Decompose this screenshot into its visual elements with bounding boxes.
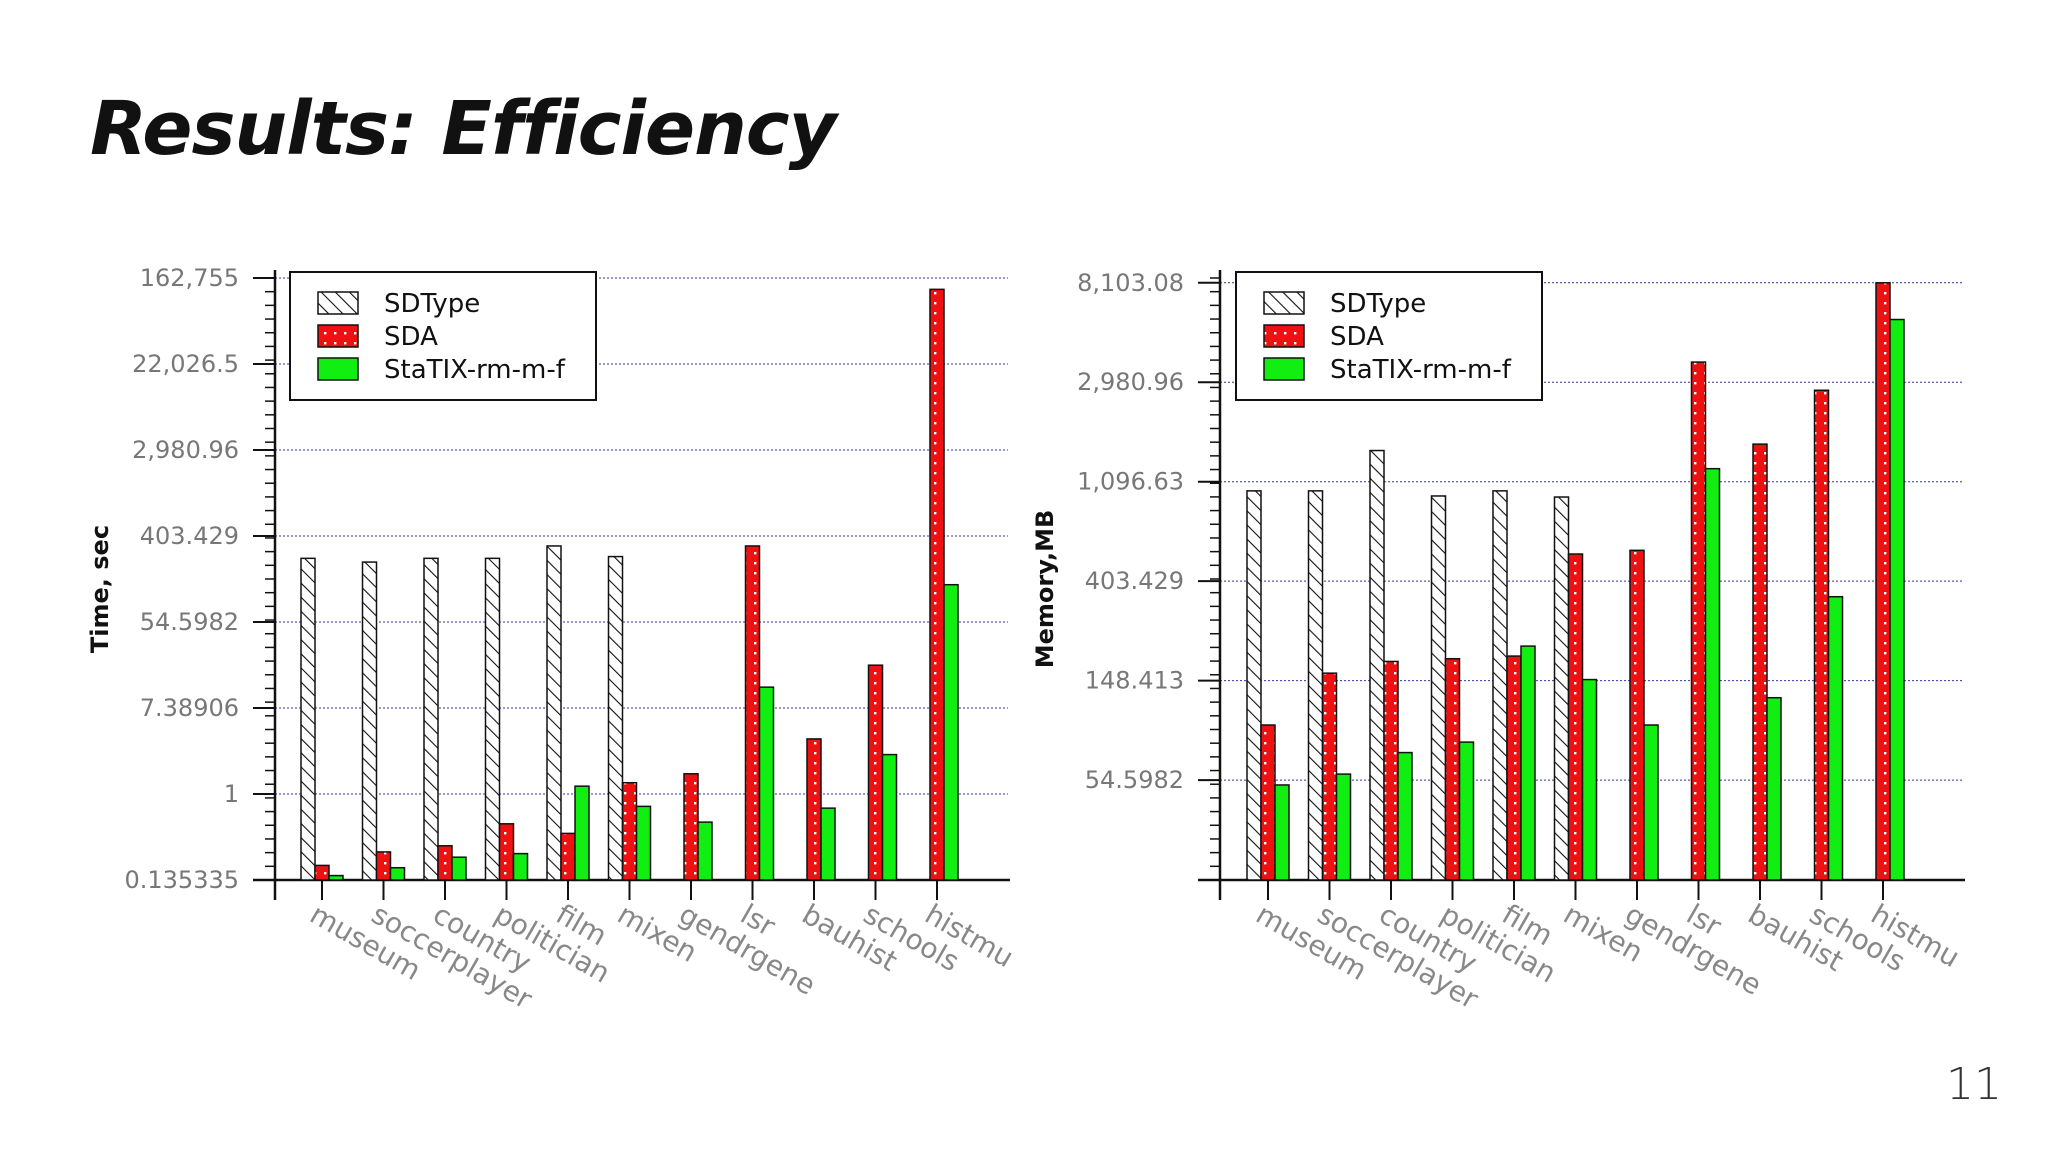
bar-sda-gendrgene	[683, 773, 699, 881]
bar-statix-rm-m-f-schools	[881, 753, 898, 881]
y-tick-label: 148.413	[1085, 667, 1184, 695]
bar-sdtype-museum	[1246, 490, 1262, 881]
y-tick-label: 1	[224, 780, 239, 808]
y-tick-label: 7.38906	[140, 694, 239, 722]
y-tick-label: 0.135335	[124, 866, 239, 894]
legend-swatch-statix-rm-m-f	[1263, 357, 1305, 381]
bar-statix-rm-m-f-soccerplayer	[389, 866, 406, 881]
bar-sdtype-mixen	[1553, 496, 1570, 881]
bar-sda-lsr	[744, 545, 761, 881]
legend-swatch-sdtype	[317, 291, 359, 315]
slide-title: Results: Efficiency	[90, 86, 837, 172]
y-tick-label: 2,980.96	[132, 436, 239, 464]
bar-sda-histmu	[1875, 282, 1891, 881]
legend-label-sdtype: SDType	[1330, 289, 1426, 319]
bar-statix-rm-m-f-histmu	[943, 583, 959, 881]
bar-sda-schools	[1813, 389, 1830, 881]
memory-chart: 54.5982 148.413 403.429 1,096.63 2,980.96 8,1…	[1031, 269, 1965, 1016]
bar-statix-rm-m-f-country	[1397, 751, 1413, 881]
legend-swatch-statix-rm-m-f	[317, 357, 359, 381]
bar-statix-rm-m-f-gendrgene	[697, 821, 713, 881]
bar-sda-museum	[314, 864, 330, 881]
bar-statix-rm-m-f-bauhist	[1766, 696, 1782, 881]
bar-statix-rm-m-f-politician	[512, 852, 529, 881]
legend-label-sda: SDA	[384, 322, 438, 352]
y-axis-title: Time, sec	[86, 525, 114, 653]
bar-statix-rm-m-f-country	[451, 856, 467, 881]
y-tick-label: 2,980.96	[1077, 368, 1184, 396]
bar-sda-country	[1383, 660, 1399, 881]
bar-statix-rm-m-f-film	[574, 785, 590, 881]
y-tick-label: 8,103.08	[1077, 269, 1184, 297]
y-tick-label: 54.5982	[1085, 766, 1184, 794]
bar-sda-gendrgene	[1629, 549, 1645, 881]
bar-sda-soccerplayer	[1321, 672, 1338, 881]
bar-sdtype-film	[546, 545, 562, 881]
bar-statix-rm-m-f-mixen	[1581, 678, 1598, 881]
y-tick-label: 162,755	[140, 264, 239, 292]
bar-sdtype-politician	[484, 557, 501, 881]
y-tick-label: 54.5982	[140, 608, 239, 636]
bar-sda-mixen	[1567, 553, 1584, 881]
bar-sda-schools	[867, 664, 884, 881]
bar-sdtype-country	[423, 557, 439, 881]
bar-sda-country	[437, 845, 453, 881]
bar-statix-rm-m-f-schools	[1827, 595, 1844, 881]
bar-sdtype-politician	[1430, 495, 1447, 881]
bar-statix-rm-m-f-lsr	[1704, 467, 1721, 881]
bar-sda-histmu	[929, 288, 945, 881]
bar-sda-film	[560, 832, 576, 881]
bar-sda-bauhist	[806, 738, 822, 881]
legend-swatch-sda	[1263, 324, 1305, 348]
y-tick-label: 22,026.5	[132, 350, 239, 378]
bar-statix-rm-m-f-histmu	[1889, 318, 1905, 881]
bar-statix-rm-m-f-bauhist	[820, 807, 836, 881]
bar-sda-soccerplayer	[375, 851, 392, 881]
legend-label-statix-rm-m-f: StaTIX-rm-m-f	[384, 355, 566, 385]
bar-statix-rm-m-f-mixen	[635, 805, 652, 881]
bar-statix-rm-m-f-museum	[328, 874, 344, 881]
bar-sda-politician	[498, 823, 515, 881]
y-axis-title: Memory,MB	[1031, 510, 1059, 669]
y-tick-label: 403.429	[140, 522, 239, 550]
bar-sda-bauhist	[1752, 443, 1768, 881]
bar-statix-rm-m-f-lsr	[758, 686, 775, 881]
bar-sda-mixen	[621, 781, 638, 881]
time-chart: 0.135335 1 7.38906 54.5982 403.429 2,980.96 22…	[86, 264, 1019, 1016]
y-tick-label: 403.429	[1085, 567, 1184, 595]
bar-sdtype-museum	[300, 557, 316, 881]
page-number: 11	[1946, 1059, 2002, 1110]
bar-sda-politician	[1444, 657, 1461, 881]
legend-label-statix-rm-m-f: StaTIX-rm-m-f	[1330, 355, 1512, 385]
bar-sdtype-mixen	[607, 555, 624, 881]
y-tick-label: 1,096.63	[1077, 468, 1184, 496]
bar-sdtype-film	[1492, 490, 1508, 881]
bar-statix-rm-m-f-politician	[1458, 741, 1475, 881]
bar-statix-rm-m-f-museum	[1274, 784, 1290, 881]
bar-statix-rm-m-f-film	[1520, 645, 1536, 881]
bar-sdtype-soccerplayer	[361, 561, 378, 881]
legend-swatch-sdtype	[1263, 291, 1305, 315]
legend-label-sdtype: SDType	[384, 289, 480, 319]
bar-sdtype-country	[1369, 449, 1385, 881]
bar-sdtype-soccerplayer	[1307, 490, 1324, 881]
legend-label-sda: SDA	[1330, 322, 1384, 352]
bar-sda-film	[1506, 655, 1522, 881]
bar-sda-lsr	[1690, 361, 1707, 881]
bar-sda-museum	[1260, 724, 1276, 881]
bar-statix-rm-m-f-gendrgene	[1643, 724, 1659, 881]
legend-swatch-sda	[317, 324, 359, 348]
bar-statix-rm-m-f-soccerplayer	[1335, 773, 1352, 881]
